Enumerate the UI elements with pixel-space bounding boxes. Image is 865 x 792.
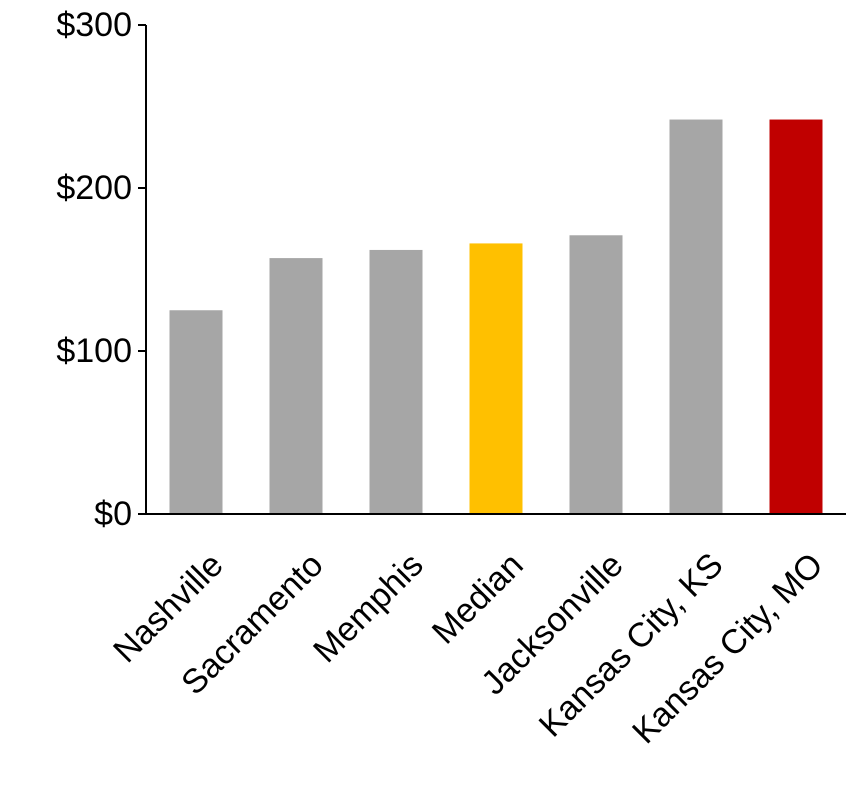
bar-jacksonville <box>569 235 623 514</box>
y-tick-label: $300 <box>56 6 132 44</box>
category-labels: NashvilleSacramentoMemphisMedianJacksonv… <box>106 546 830 751</box>
y-tick-label: $200 <box>56 169 132 207</box>
y-tick-marks <box>138 24 146 515</box>
bar-nashville <box>169 310 223 514</box>
bar-sacramento <box>269 258 323 514</box>
category-label: Memphis <box>306 546 430 670</box>
bar-memphis <box>369 249 423 514</box>
category-label: Kansas City, MO <box>625 546 830 751</box>
category-label: Kansas City, KS <box>532 546 731 745</box>
bar-median <box>469 243 523 515</box>
bar-kansas-city-mo <box>769 119 823 514</box>
y-tick-label: $0 <box>94 495 132 533</box>
y-tick-labels: $0 $100 $200 $300 <box>56 6 132 533</box>
bars <box>169 119 823 515</box>
y-tick-label: $100 <box>56 332 132 370</box>
bar-kansas-city-ks <box>669 119 723 514</box>
